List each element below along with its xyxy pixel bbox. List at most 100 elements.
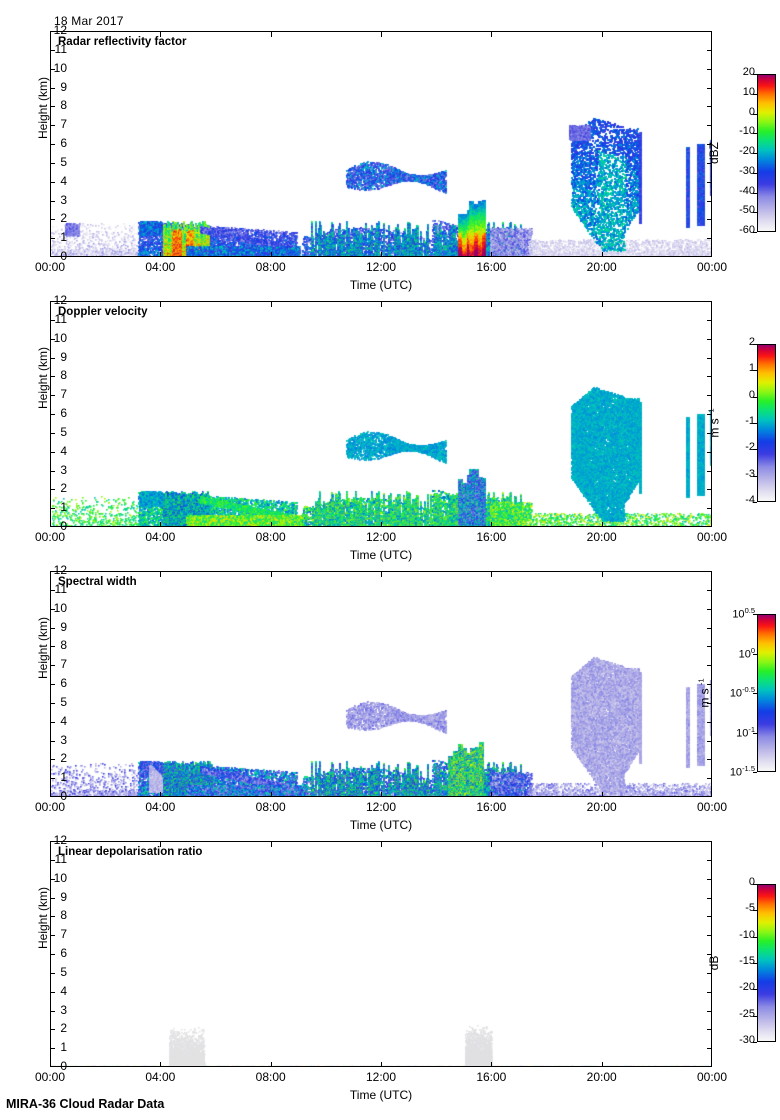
colorbar-tick-mark xyxy=(753,370,757,372)
colorbar-tick-mark xyxy=(753,423,757,424)
y-axis-tick-mark xyxy=(50,238,55,240)
y-axis-tick-mark xyxy=(707,414,712,415)
colorbar-tick-mark xyxy=(753,396,757,398)
y-axis-tick-mark xyxy=(50,1029,55,1031)
colorbar-tick-mark xyxy=(753,1042,757,1043)
y-axis-tick-mark xyxy=(707,125,712,127)
colorbar-unit-label: m s -1 xyxy=(696,678,712,708)
colorbar-tick-mark xyxy=(753,74,757,75)
y-axis-tick-mark xyxy=(50,972,55,974)
y-axis-tick-mark xyxy=(50,125,55,127)
y-axis-tick-mark xyxy=(707,68,712,70)
colorbar-tick-mark xyxy=(753,449,757,451)
colorbar xyxy=(757,74,776,232)
y-axis-tick-label: 6 xyxy=(60,136,67,150)
x-axis-tick-label: 00:00 xyxy=(34,1070,66,1084)
y-axis-tick-mark xyxy=(707,991,712,993)
y-axis-tick-mark xyxy=(707,219,712,221)
y-axis-tick-mark xyxy=(707,589,712,591)
y-axis-tick-label: 1 xyxy=(60,230,67,245)
y-axis-tick-mark xyxy=(707,200,712,202)
x-axis-tick-mark xyxy=(270,572,272,577)
y-axis-tick-mark xyxy=(707,740,712,742)
y-axis-tick-mark xyxy=(707,916,712,918)
y-axis-tick-label: 11 xyxy=(54,41,67,56)
y-axis-tick-mark xyxy=(50,859,55,861)
y-axis-tick-mark xyxy=(707,627,712,629)
x-axis-tick-mark xyxy=(270,842,272,847)
y-axis-tick-mark xyxy=(50,338,55,340)
y-axis-tick-mark xyxy=(707,972,712,974)
x-axis-tick-mark xyxy=(160,32,162,37)
x-axis-tick-label: 16:00 xyxy=(476,1070,507,1084)
colorbar-tick-mark xyxy=(753,475,757,477)
y-axis-tick-mark xyxy=(50,376,55,378)
colorbar-tick-label: 100.5 xyxy=(732,606,755,621)
y-axis-tick-label: 0 xyxy=(60,249,67,263)
y-axis-tick-label: 12 xyxy=(53,833,67,847)
panel-title: Radar reflectivity factor xyxy=(58,36,187,48)
y-axis-tick-label: 1 xyxy=(60,1040,67,1055)
x-axis-tick-mark xyxy=(601,302,603,307)
x-axis-tick-label: 12:00 xyxy=(365,1070,397,1084)
y-axis-tick-mark xyxy=(50,508,55,510)
x-axis-tick-label: 20:00 xyxy=(586,1070,617,1084)
colorbar xyxy=(757,884,776,1042)
colorbar-tick-label: 20 xyxy=(742,66,755,78)
y-axis-tick-mark xyxy=(707,144,712,145)
colorbar-tick-label: -40 xyxy=(739,184,755,197)
colorbar-tick-mark xyxy=(753,614,757,615)
y-axis-tick-label: 5 xyxy=(60,964,67,979)
x-axis-tick-mark xyxy=(160,792,162,797)
y-axis-tick-label: 10 xyxy=(53,870,67,885)
colorbar-unit-label: dBZ xyxy=(707,141,721,165)
colorbar-tick-mark xyxy=(753,732,757,734)
x-axis-tick-mark xyxy=(491,302,493,307)
colorbar-tick-mark xyxy=(753,344,757,345)
y-axis-tick-mark xyxy=(707,181,712,183)
x-axis-tick-mark xyxy=(270,522,272,527)
y-axis-tick-mark xyxy=(50,1010,55,1012)
y-axis-tick-mark xyxy=(707,954,712,955)
y-axis-tick-mark xyxy=(50,489,55,491)
x-axis-tick-mark xyxy=(601,792,603,797)
colorbar-tick-label: -10 xyxy=(739,125,755,138)
x-axis-tick-mark xyxy=(601,32,603,37)
panel-linear-depolarisation-ratio: Linear depolarisation ratio Height (km) … xyxy=(0,810,780,1102)
colorbar-tick-label: 2 xyxy=(748,336,755,348)
y-axis-tick-mark xyxy=(707,489,712,491)
y-axis-tick-mark xyxy=(50,991,55,993)
x-axis-tick-label: 16:00 xyxy=(476,260,507,274)
x-axis-tick-mark xyxy=(270,32,272,37)
y-axis-tick-label: 10 xyxy=(53,600,67,615)
colorbar-tick-mark xyxy=(753,693,757,694)
x-axis-tick-mark xyxy=(160,522,162,527)
y-axis-tick-mark xyxy=(707,721,712,723)
plot-frame xyxy=(50,571,712,797)
x-axis-label: Time (UTC) xyxy=(349,278,413,292)
colorbar-tick-label: -4 xyxy=(745,494,755,506)
y-axis-tick-label: 7 xyxy=(60,927,67,942)
colorbar xyxy=(757,614,776,772)
y-axis-tick-mark xyxy=(50,721,55,723)
y-axis-tick-label: 2 xyxy=(60,1021,67,1036)
y-axis-tick-mark xyxy=(707,608,712,610)
y-axis-tick-mark xyxy=(707,357,712,359)
x-axis-label: Time (UTC) xyxy=(349,818,413,832)
heatmap-canvas xyxy=(51,572,711,796)
y-axis-tick-mark xyxy=(50,414,55,415)
x-axis-tick-mark xyxy=(160,572,162,577)
y-axis-tick-mark xyxy=(50,608,55,610)
x-axis-tick-label: 08:00 xyxy=(255,530,286,544)
y-axis-tick-label: 5 xyxy=(60,424,67,439)
x-axis-tick-label: 16:00 xyxy=(476,530,507,544)
x-axis-tick-mark xyxy=(491,522,493,527)
colorbar-tick-label: -25 xyxy=(739,1007,755,1020)
colorbar-tick-label: -20 xyxy=(739,981,755,994)
y-axis-tick-label: 4 xyxy=(60,983,67,998)
y-axis-tick-mark xyxy=(707,935,712,937)
colorbar-tick-label: -60 xyxy=(739,224,755,236)
y-axis-tick-label: 0 xyxy=(60,789,67,803)
y-axis-tick-mark xyxy=(50,162,55,164)
